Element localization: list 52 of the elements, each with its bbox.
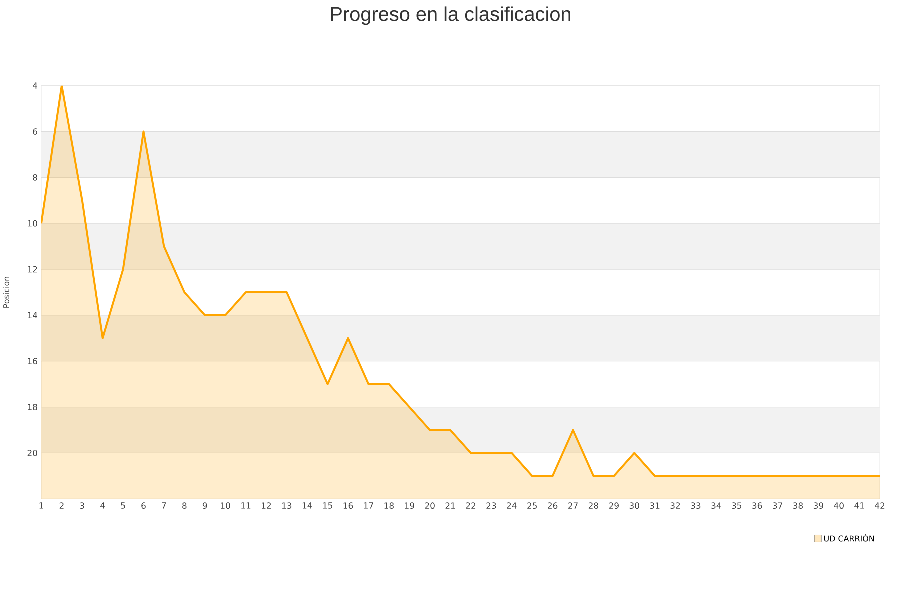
x-tick-label: 8	[182, 502, 187, 510]
x-tick-label: 14	[302, 502, 312, 509]
x-tick-label: 1	[40, 502, 44, 509]
x-tick-label: 37	[773, 502, 782, 510]
x-tick-label: 12	[262, 502, 272, 509]
x-tick-label: 4	[100, 502, 106, 509]
x-tick-label: 3	[80, 502, 84, 510]
x-tick-label: 34	[712, 502, 722, 510]
x-tick-label: 22	[466, 502, 476, 509]
x-tick-label: 21	[446, 502, 456, 509]
x-tick-label: 28	[588, 502, 599, 510]
x-tick-label: 33	[691, 502, 701, 510]
x-tick-label: 5	[121, 502, 126, 509]
x-tick-label: 27	[568, 502, 578, 509]
y-tick-label: 16	[28, 358, 38, 365]
x-tick-label: 16	[344, 502, 354, 510]
y-tick-label: 18	[28, 404, 38, 411]
x-tick-label: 42	[875, 502, 885, 509]
x-tick-label: 17	[364, 502, 374, 509]
y-tick-label: 4	[33, 82, 38, 89]
x-tick-label: 29	[609, 502, 619, 510]
x-tick-label: 24	[507, 502, 517, 509]
chart-title: Progreso en la clasificacion	[331, 6, 570, 26]
x-tick-label: 15	[323, 502, 332, 509]
x-tick-label: 41	[854, 502, 864, 509]
y-tick-label: 12	[28, 266, 38, 273]
x-tick-label: 30	[630, 502, 640, 510]
x-tick-label: 38	[793, 502, 804, 510]
x-tick-label: 9	[202, 502, 208, 510]
x-tick-label: 31	[650, 502, 660, 510]
x-tick-label: 6	[142, 502, 146, 510]
x-tick-label: 18	[384, 502, 394, 510]
y-tick-label: 8	[33, 174, 38, 181]
y-tick-label: 10	[28, 220, 38, 227]
x-tick-label: 35	[732, 502, 742, 510]
y-tick-label: 20	[28, 450, 38, 456]
x-tick-label: 7	[162, 502, 166, 509]
x-tick-label: 19	[405, 502, 414, 510]
x-tick-label: 25	[528, 502, 537, 510]
x-tick-label: 26	[548, 502, 558, 510]
x-tick-label: 36	[752, 502, 762, 510]
x-tick-label: 10	[221, 502, 230, 510]
x-tick-label: 20	[425, 502, 435, 510]
x-tick-label: 39	[814, 502, 824, 510]
y-tick-label: 6	[33, 128, 38, 135]
x-tick-label: 40	[834, 502, 844, 510]
x-tick-label: 2	[60, 502, 64, 509]
x-tick-label: 13	[282, 502, 292, 510]
x-tick-label: 32	[670, 502, 680, 510]
x-tick-label: 11	[242, 502, 251, 509]
y-tick-label: 14	[28, 312, 38, 319]
x-tick-label: 23	[486, 502, 496, 510]
